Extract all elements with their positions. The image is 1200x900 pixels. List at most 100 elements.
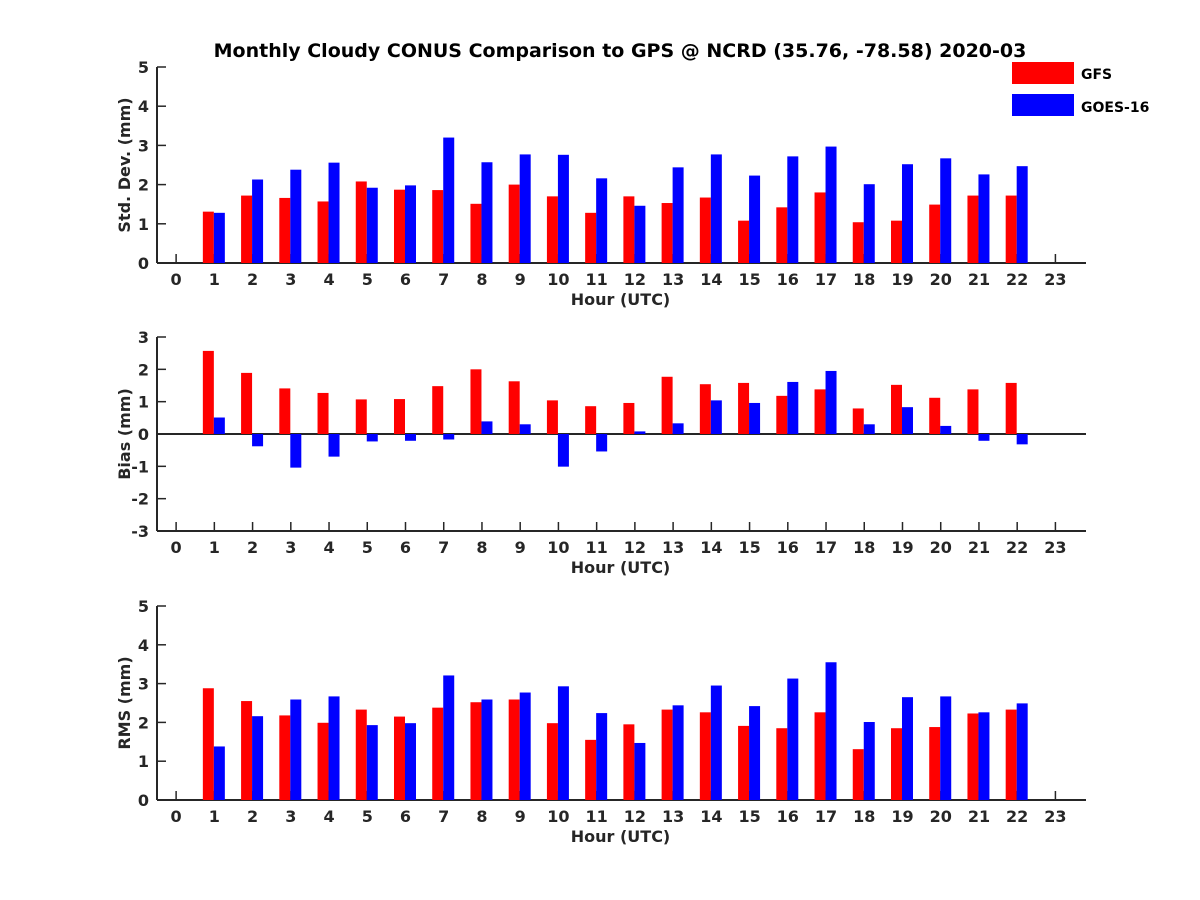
std-dev-bar-goes16 [863,184,875,263]
rms-x-tick-label: 4 [323,807,334,826]
rms-bar-gfs [890,728,902,800]
rms-bar-gfs [623,724,635,800]
rms-bar-goes16 [672,705,684,800]
rms-bar-gfs [546,723,558,800]
bias-x-tick-label: 11 [586,538,608,557]
std-dev-x-tick-label: 4 [323,270,334,289]
rms-bar-goes16 [787,678,799,800]
std-dev-bar-goes16 [672,167,684,263]
std-dev-x-tick-label: 8 [476,270,487,289]
std-dev-x-tick-label: 6 [400,270,411,289]
bias-bar-gfs [279,388,291,434]
std-dev-x-tick-label: 10 [547,270,569,289]
std-dev-bar-goes16 [519,154,531,263]
rms-bar-goes16 [481,699,493,800]
bias-bar-goes16 [1016,434,1028,445]
rms-y-tick-label: 4 [138,636,149,655]
std-dev-y-tick-label: 1 [138,215,149,234]
rms-bar-gfs [699,712,711,800]
rms-y-tick-label: 1 [138,752,149,771]
std-dev-bar-goes16 [749,175,761,263]
std-dev-x-tick-label: 0 [171,270,182,289]
rms-bar-goes16 [634,742,646,800]
bias-x-tick-label: 18 [853,538,875,557]
std-dev-bar-gfs [699,197,711,263]
rms-bar-goes16 [710,685,722,800]
std-dev-bar-gfs [546,196,558,263]
std-dev-bar-goes16 [557,154,569,263]
rms-bar-goes16 [213,746,225,800]
bias-bar-gfs [814,389,826,434]
std-dev-bar-goes16 [1016,166,1028,263]
rms-bar-gfs [967,713,979,800]
bias-y-axis-label: Bias (mm) [115,388,134,480]
bias-bar-goes16 [596,434,608,452]
rms-bar-gfs [279,715,291,800]
bias-bar-gfs [202,350,214,434]
rms-x-tick-label: 1 [209,807,220,826]
bias-bar-goes16 [557,434,569,467]
bias-bar-gfs [929,397,941,434]
bias-bar-goes16 [901,407,913,434]
std-dev-bar-goes16 [443,137,455,263]
bias-bar-goes16 [710,400,722,434]
std-dev-bar-gfs [432,190,444,263]
std-dev-x-tick-label: 14 [700,270,722,289]
std-dev-bar-goes16 [634,205,646,263]
std-dev-y-tick-label: 3 [138,136,149,155]
bias-bar-gfs [470,369,482,434]
rms-bar-gfs [814,712,826,800]
std-dev-y-tick-label: 5 [138,58,149,77]
std-dev-x-tick-label: 20 [930,270,952,289]
rms-bar-goes16 [366,725,378,800]
std-dev-bar-gfs [661,203,673,263]
rms-x-tick-label: 13 [662,807,684,826]
rms-x-tick-label: 17 [815,807,837,826]
rms-bar-goes16 [252,716,264,800]
bias-y-tick-label: -3 [131,522,149,541]
bias-x-tick-label: 0 [171,538,182,557]
rms-x-tick-label: 23 [1044,807,1066,826]
bias-bar-gfs [241,372,253,434]
rms-bar-goes16 [1016,703,1028,800]
rms-x-tick-label: 3 [285,807,296,826]
rms-y-tick-label: 3 [138,675,149,694]
std-dev-bar-goes16 [978,174,990,263]
bias-x-tick-label: 3 [285,538,296,557]
bias-bar-gfs [661,376,673,434]
rms-bar-goes16 [290,699,302,800]
bias-y-tick-label: 2 [138,360,149,379]
std-dev-bar-goes16 [290,169,302,263]
std-dev-x-tick-label: 16 [777,270,799,289]
bias-bar-gfs [1005,382,1017,434]
bias-bar-gfs [852,408,864,434]
bias-bar-gfs [355,399,367,434]
bias-x-tick-label: 17 [815,538,837,557]
legend: GFS GOES-16 [1012,62,1149,116]
rms-bar-gfs [317,722,329,800]
bias-x-tick-label: 1 [209,538,220,557]
rms-x-tick-label: 0 [171,807,182,826]
std-dev-bar-goes16 [596,178,608,263]
std-dev-bar-gfs [852,222,864,263]
bias-bar-goes16 [290,434,302,468]
std-dev-x-tick-label: 17 [815,270,837,289]
rms-x-axis-label: Hour (UTC) [571,827,671,846]
std-dev-y-axis-label: Std. Dev. (mm) [115,97,134,232]
bias-bar-gfs [432,386,444,434]
bias-bar-goes16 [481,421,493,434]
rms-x-tick-label: 22 [1006,807,1028,826]
bias-x-tick-label: 12 [624,538,646,557]
legend-swatch-goes16 [1012,94,1074,116]
std-dev-bar-gfs [355,181,367,263]
std-dev-x-tick-label: 3 [285,270,296,289]
bias-x-tick-label: 15 [738,538,760,557]
std-dev-x-tick-label: 15 [738,270,760,289]
std-dev-bar-gfs [508,184,520,263]
rms-x-tick-label: 18 [853,807,875,826]
bias-x-tick-label: 6 [400,538,411,557]
std-dev-bar-goes16 [481,162,493,263]
bias-bar-gfs [890,384,902,434]
rms-bar-goes16 [328,696,340,800]
